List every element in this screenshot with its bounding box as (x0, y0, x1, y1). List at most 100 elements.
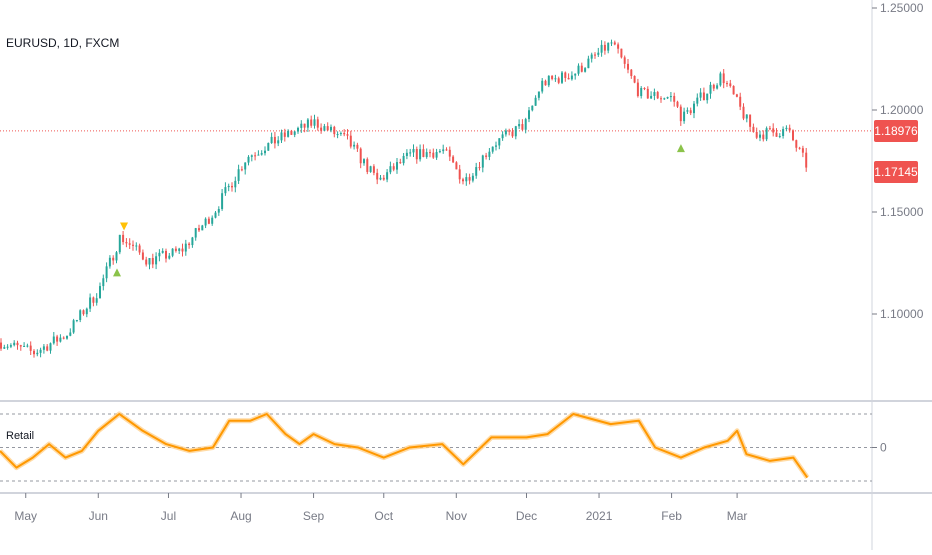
candle-body (231, 185, 233, 188)
candle-body (666, 97, 669, 99)
candle-body (99, 286, 101, 299)
candle-body (762, 134, 765, 140)
candle-body (330, 126, 332, 131)
candle-body (640, 88, 643, 97)
indicator-name: Retail (6, 430, 35, 442)
candle-body (254, 155, 257, 157)
candle-body (369, 166, 372, 172)
candle-body (303, 123, 306, 128)
candle-body (3, 347, 6, 349)
candle-body (587, 58, 590, 69)
candle-body (227, 185, 230, 188)
candle-body (33, 350, 35, 355)
time-axis-label: Jun (89, 509, 108, 523)
candle-body (729, 83, 732, 87)
candle-body (630, 69, 633, 77)
candle-body (372, 166, 375, 173)
candle-body (554, 78, 557, 80)
candle-body (72, 320, 75, 333)
candle-body (191, 237, 194, 246)
sell-signal-triangle (120, 222, 129, 231)
time-axis-label: Jul (161, 509, 176, 523)
candle-body (66, 335, 68, 339)
candle-body (795, 140, 798, 148)
candle-body (650, 95, 653, 99)
candle-body (653, 92, 656, 96)
candle-body (541, 80, 544, 92)
candle-body (26, 345, 29, 347)
candle-body (498, 138, 501, 146)
candle-body (719, 73, 722, 86)
candle-body (326, 126, 329, 131)
candle-body (95, 298, 98, 303)
candle-body (468, 177, 471, 181)
candle-body (528, 110, 530, 120)
candle-body (9, 345, 12, 347)
candle-body (438, 151, 441, 153)
candle-body (570, 75, 573, 80)
candle-body (115, 252, 118, 261)
indicator-zero-label: 0 (880, 441, 887, 455)
time-axis-label: Sep (303, 509, 325, 523)
candle-body (478, 167, 481, 169)
candle-body (745, 114, 748, 119)
symbol-title: EURUSD, 1D, FXCM (6, 36, 120, 50)
candle-body (379, 177, 382, 180)
candle-body (405, 152, 408, 156)
price-tick-label: 1.20000 (880, 103, 924, 117)
candle-body (6, 346, 9, 348)
candle-body (636, 82, 639, 97)
candle-body (686, 110, 689, 112)
candle-body (158, 252, 161, 257)
candle-body (627, 63, 629, 70)
candle-body (320, 127, 323, 131)
candle-body (547, 75, 550, 86)
candle-body (792, 130, 794, 141)
candle-body (89, 297, 92, 309)
candle-body (607, 42, 610, 51)
candle-body (504, 130, 507, 135)
candle-body (613, 42, 616, 45)
candle-body (112, 257, 115, 261)
candle-body (412, 149, 415, 153)
candle-body (125, 242, 128, 244)
candle-body (716, 85, 719, 89)
candle-body (574, 73, 577, 76)
candle-body (244, 162, 247, 170)
candle-body (442, 149, 445, 152)
candle-body (42, 346, 45, 350)
time-axis-label: 2021 (586, 509, 613, 523)
candle-body (270, 136, 273, 144)
candle-body (181, 248, 184, 252)
candle-body (105, 266, 108, 279)
candle-body (339, 133, 342, 135)
candle-body (333, 126, 336, 135)
candle-body (514, 126, 517, 137)
time-axis-label: Nov (446, 509, 467, 523)
candle-body (283, 132, 286, 137)
candle-body (735, 94, 738, 97)
candle-body (732, 86, 735, 95)
candle-body (521, 124, 524, 130)
candle-body (663, 98, 666, 100)
candle-body (435, 152, 438, 158)
candle-body (788, 127, 791, 131)
candle-body (396, 162, 398, 170)
candle-body (184, 243, 187, 252)
candle-body (673, 96, 676, 102)
candle-body (359, 148, 362, 164)
candle-body (534, 97, 537, 106)
price-tick-label: 1.15000 (880, 205, 924, 219)
candle-body (660, 98, 662, 100)
indicator-line-glow (0, 411, 810, 480)
candle-body (171, 248, 174, 256)
candle-body (603, 44, 606, 51)
candle-body (353, 144, 356, 147)
candle-body (39, 349, 42, 353)
candle-body (346, 134, 349, 136)
candle-body (174, 248, 177, 251)
candle-body (336, 134, 339, 136)
candle-body (702, 92, 705, 101)
